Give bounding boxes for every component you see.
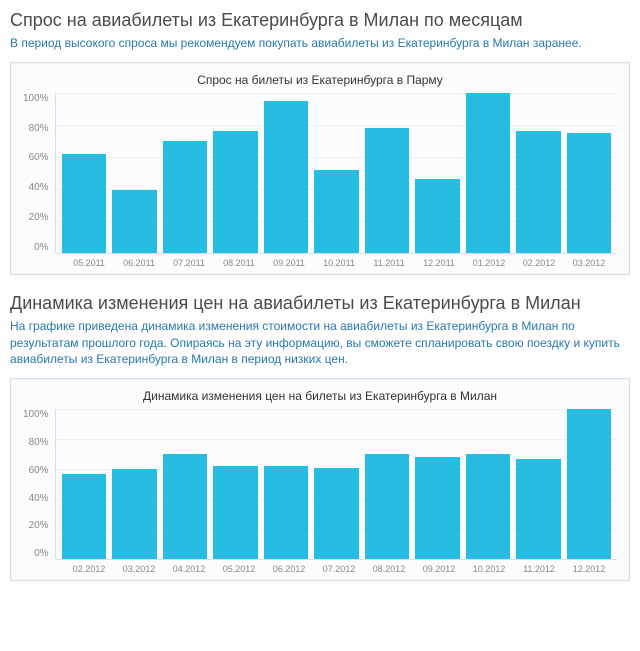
x-tick: 09.2011 bbox=[267, 258, 311, 268]
x-tick: 05.2012 bbox=[217, 564, 261, 574]
bar bbox=[213, 131, 258, 253]
price-section: Динамика изменения цен на авиабилеты из … bbox=[10, 293, 630, 581]
y-axis: 100% 80% 60% 40% 20% 0% bbox=[23, 93, 56, 253]
x-tick: 02.2012 bbox=[517, 258, 561, 268]
bar bbox=[264, 466, 309, 559]
bar bbox=[213, 466, 258, 559]
bar bbox=[415, 179, 460, 253]
y-tick: 20% bbox=[23, 212, 49, 223]
y-tick: 40% bbox=[23, 182, 49, 193]
demand-chart-card: Спрос на билеты из Екатеринбурга в Парму… bbox=[10, 62, 630, 275]
bar bbox=[112, 190, 157, 252]
x-tick: 08.2012 bbox=[367, 564, 411, 574]
y-tick: 100% bbox=[23, 93, 49, 104]
x-tick: 07.2012 bbox=[317, 564, 361, 574]
bar bbox=[466, 454, 511, 559]
section-title: Спрос на авиабилеты из Екатеринбурга в М… bbox=[10, 10, 630, 31]
y-tick: 40% bbox=[23, 493, 49, 504]
bars-container bbox=[56, 409, 617, 559]
bar bbox=[567, 133, 612, 253]
x-tick: 12.2011 bbox=[417, 258, 461, 268]
y-tick: 20% bbox=[23, 520, 49, 531]
bar bbox=[62, 474, 107, 560]
price-chart-card: Динамика изменения цен на билеты из Екат… bbox=[10, 378, 630, 581]
x-tick: 09.2012 bbox=[417, 564, 461, 574]
bar bbox=[415, 457, 460, 559]
x-tick: 03.2012 bbox=[117, 564, 161, 574]
bar bbox=[62, 154, 107, 253]
chart-plot bbox=[56, 93, 617, 254]
x-tick: 11.2011 bbox=[367, 258, 411, 268]
bar bbox=[163, 141, 208, 253]
y-tick: 60% bbox=[23, 465, 49, 476]
x-tick: 02.2012 bbox=[67, 564, 111, 574]
bar bbox=[516, 459, 561, 560]
chart-title: Спрос на билеты из Екатеринбурга в Парму bbox=[23, 73, 617, 87]
bar bbox=[314, 170, 359, 253]
bars-container bbox=[56, 93, 617, 253]
x-tick: 03.2012 bbox=[567, 258, 611, 268]
bar bbox=[466, 93, 511, 253]
x-axis: 02.2012 03.2012 04.2012 05.2012 06.2012 07.20… bbox=[61, 564, 617, 574]
x-tick: 06.2012 bbox=[267, 564, 311, 574]
chart-plot bbox=[56, 409, 617, 560]
demand-section: Спрос на авиабилеты из Екатеринбурга в М… bbox=[10, 10, 630, 275]
y-tick: 80% bbox=[23, 437, 49, 448]
x-tick: 12.2012 bbox=[567, 564, 611, 574]
bar bbox=[112, 469, 157, 559]
y-tick: 100% bbox=[23, 409, 49, 420]
bar bbox=[365, 128, 410, 253]
bar bbox=[163, 454, 208, 559]
x-tick: 01.2012 bbox=[467, 258, 511, 268]
section-subtitle: На графике приведена динамика изменения … bbox=[10, 318, 630, 368]
section-subtitle: В период высокого спроса мы рекомендуем … bbox=[10, 35, 630, 52]
bar bbox=[365, 454, 410, 559]
y-tick: 0% bbox=[23, 548, 49, 559]
section-title: Динамика изменения цен на авиабилеты из … bbox=[10, 293, 630, 314]
bar bbox=[516, 131, 561, 253]
x-tick: 10.2012 bbox=[467, 564, 511, 574]
x-tick: 11.2012 bbox=[517, 564, 561, 574]
x-axis: 05.2011 06.2011 07.2011 08.2011 09.2011 10.20… bbox=[61, 258, 617, 268]
bar bbox=[567, 409, 612, 559]
y-tick: 80% bbox=[23, 123, 49, 134]
x-tick: 05.2011 bbox=[67, 258, 111, 268]
y-axis: 100% 80% 60% 40% 20% 0% bbox=[23, 409, 56, 559]
bar bbox=[264, 101, 309, 253]
x-tick: 10.2011 bbox=[317, 258, 361, 268]
y-tick: 60% bbox=[23, 152, 49, 163]
bar bbox=[314, 468, 359, 560]
x-tick: 08.2011 bbox=[217, 258, 261, 268]
x-tick: 04.2012 bbox=[167, 564, 211, 574]
x-tick: 06.2011 bbox=[117, 258, 161, 268]
y-tick: 0% bbox=[23, 242, 49, 253]
chart-title: Динамика изменения цен на билеты из Екат… bbox=[23, 389, 617, 403]
x-tick: 07.2011 bbox=[167, 258, 211, 268]
